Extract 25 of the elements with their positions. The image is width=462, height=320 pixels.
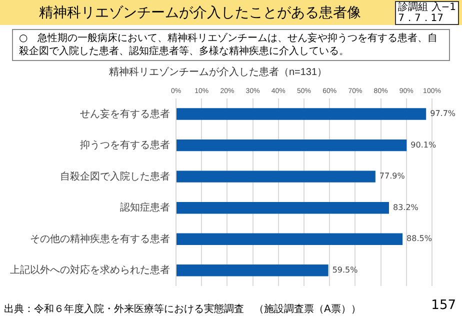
text: 7．7．17 xyxy=(398,13,445,24)
text: 157 xyxy=(431,298,456,313)
bar xyxy=(176,264,328,276)
bar xyxy=(176,139,407,152)
chart-subtitle: 精神科リエゾンチームが介入した患者（n=131） xyxy=(108,66,328,78)
bar xyxy=(176,170,376,182)
bar xyxy=(176,233,403,245)
y-tick-label: 認知症患者 xyxy=(120,202,170,214)
text: ○ 急性期の一般病床において、精神科リエゾンチームは、せん妄や抑うつを有する患者、自殺企図で入院した患者、認知症患者等、多様な精神疾患に介入している。 xyxy=(12,29,450,61)
data-label: 59.5% xyxy=(332,265,358,274)
y-tick-label: せん妄を有する患者 xyxy=(80,108,170,120)
y-tick-label: 自殺企図で入院した患者 xyxy=(60,170,170,182)
bar xyxy=(176,108,426,120)
source-note: 出典：令和６年度入院・外来医療等における実態調査 （施設調査票（A票）） xyxy=(4,302,361,316)
text: 診調組 入−1 xyxy=(398,2,456,13)
data-label: 83.2% xyxy=(392,202,419,212)
bar xyxy=(176,202,389,214)
y-tick-label: その他の精神疾患を有する患者 xyxy=(30,232,170,245)
data-label: 88.5% xyxy=(406,234,432,244)
y-tick-label: 上記以外への対応を求められた患者 xyxy=(10,264,170,276)
data-label: 77.9% xyxy=(379,172,406,181)
data-label: 97.7% xyxy=(430,109,456,118)
chart-title: 精神科リエゾンチームが介入したことがある患者像 xyxy=(38,4,362,22)
data-label: 90.1% xyxy=(410,140,436,150)
y-tick-label: 抑うつを有する患者 xyxy=(80,139,170,152)
